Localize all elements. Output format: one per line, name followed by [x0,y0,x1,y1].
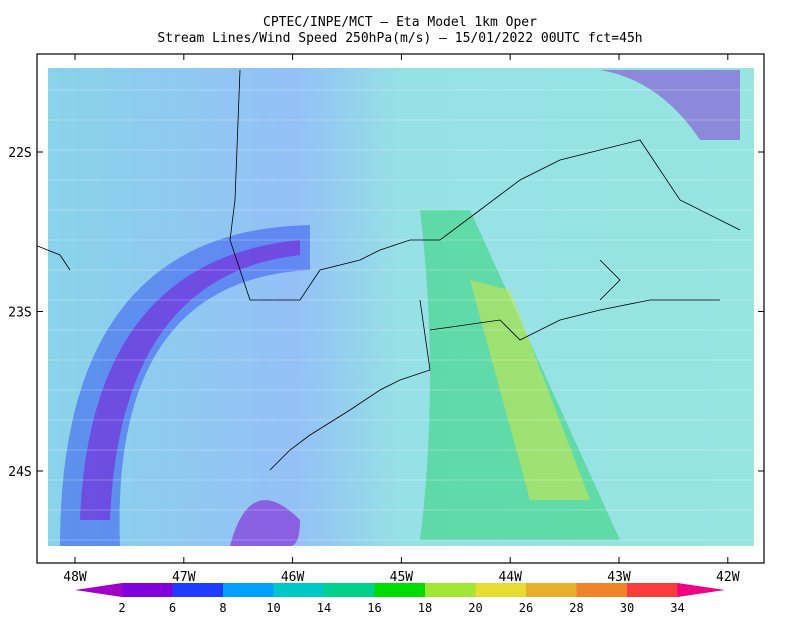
title: CPTEC/INPE/MCT — Eta Model 1km Oper [263,15,537,30]
colorbar-end [677,583,725,597]
lon-label: 48W [63,570,87,585]
lon-label: 43W [607,570,631,585]
colorbar-segment [324,583,375,597]
lon-label: 46W [281,570,305,585]
lon-label: 44W [498,570,522,585]
colorbar-label: 10 [266,601,280,615]
colorbar-label: 18 [418,601,432,615]
lat-label: 22S [8,146,31,161]
colorbar-label: 14 [317,601,331,615]
colorbar-label: 34 [670,601,684,615]
colorbar-label: 26 [519,601,533,615]
streamline-field [37,68,754,546]
lon-label: 42W [716,570,740,585]
colorbar-label: 16 [367,601,381,615]
subtitle: Stream Lines/Wind Speed 250hPa(m/s) — 15… [157,31,642,46]
colorbar-segment [273,583,325,597]
colorbar-label: 28 [569,601,583,615]
colorbar-segment [122,583,173,597]
colorbar-segment [425,583,476,597]
colorbar-segment [576,583,628,597]
colorbar-label: 8 [219,601,226,615]
colorbar-label: 20 [468,601,482,615]
lon-label: 47W [172,570,196,585]
colorbar-segment [475,583,527,597]
lon-label: 45W [390,570,414,585]
colorbar-segment [627,583,678,597]
lat-label: 23S [8,306,31,321]
map-frame [36,53,765,564]
lat-label: 24S [8,465,31,480]
colorbar-segment [172,583,224,597]
colorbar-segment [223,583,274,597]
colorbar-end [75,583,122,597]
colorbar-segment [374,583,426,597]
colorbar-segment [526,583,577,597]
colorbar-label: 30 [620,601,634,615]
colorbar-label: 6 [169,601,176,615]
colorbar-label: 2 [118,601,125,615]
